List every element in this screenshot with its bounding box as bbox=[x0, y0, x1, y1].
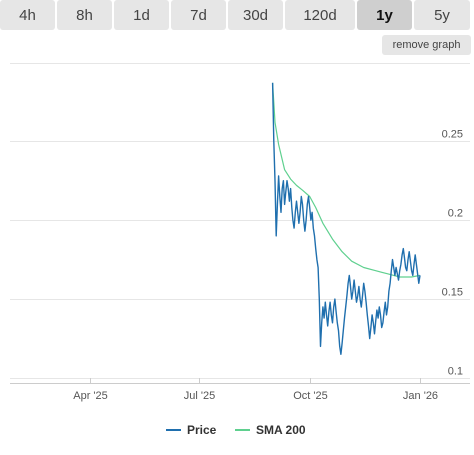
range-tab-1d[interactable]: 1d bbox=[114, 0, 169, 30]
remove-graph-button[interactable]: remove graph bbox=[382, 35, 471, 55]
price-line bbox=[271, 82, 421, 355]
x-tick-label: Jan '26 bbox=[403, 390, 438, 402]
chart-axis-labels: 0.1 0.15 0.2 0.25 Apr '25 Jul '25 Oct '25 Jan '… bbox=[73, 129, 463, 403]
range-tab-4h[interactable]: 4h bbox=[0, 0, 55, 30]
x-tick-label: Apr '25 bbox=[73, 390, 108, 402]
y-tick-label: 0.25 bbox=[442, 129, 463, 141]
range-tab-1y[interactable]: 1y bbox=[357, 0, 412, 30]
range-tab-7d[interactable]: 7d bbox=[171, 0, 226, 30]
legend-label-price: Price bbox=[187, 423, 217, 437]
sma-200-line bbox=[272, 82, 421, 278]
chart-series bbox=[271, 82, 421, 355]
price-chart: 0.1 0.15 0.2 0.25 Apr '25 Jul '25 Oct '25 Jan '… bbox=[10, 63, 470, 403]
range-tab-120d[interactable]: 120d bbox=[285, 0, 355, 30]
y-tick-label: 0.2 bbox=[448, 208, 463, 220]
legend-label-sma: SMA 200 bbox=[256, 423, 306, 437]
time-range-selector: 4h 8h 1d 7d 30d 120d 1y 5y bbox=[0, 0, 474, 30]
x-tick-label: Jul '25 bbox=[184, 390, 215, 402]
sma-line-swatch-icon bbox=[235, 429, 250, 431]
chart-legend: Price SMA 200 bbox=[0, 421, 474, 439]
x-tick-label: Oct '25 bbox=[293, 390, 328, 402]
range-tab-5y[interactable]: 5y bbox=[414, 0, 470, 30]
price-line-swatch-icon bbox=[166, 429, 181, 431]
y-tick-label: 0.15 bbox=[442, 287, 463, 299]
range-tab-30d[interactable]: 30d bbox=[228, 0, 283, 30]
chart-gridlines bbox=[10, 63, 470, 384]
legend-item-sma[interactable]: SMA 200 bbox=[235, 421, 306, 439]
legend-item-price[interactable]: Price bbox=[166, 421, 216, 439]
range-tab-8h[interactable]: 8h bbox=[57, 0, 112, 30]
y-tick-label: 0.1 bbox=[448, 366, 463, 378]
